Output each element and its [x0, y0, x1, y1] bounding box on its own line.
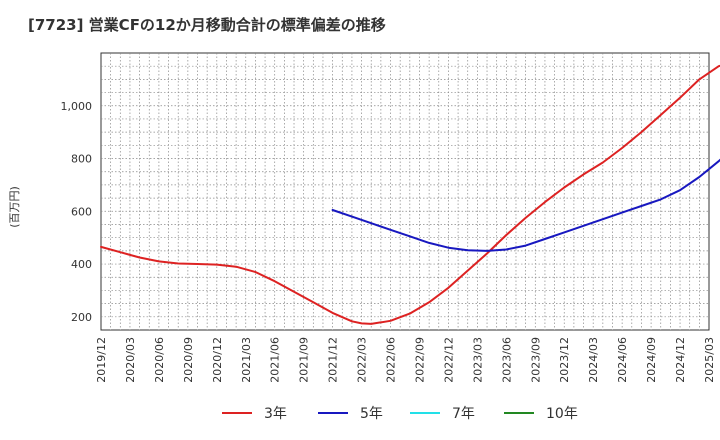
x-tick-label: 2024/09: [645, 337, 658, 383]
x-tick-label: 2019/12: [95, 337, 108, 383]
x-tick-label: 2025/03: [703, 337, 716, 383]
x-tick-label: 2022/03: [356, 337, 369, 383]
legend-label-4: 10年: [546, 406, 578, 422]
x-tick-label: 2023/09: [529, 337, 542, 383]
x-tick-label: 2021/06: [269, 337, 282, 383]
chart-title: [7723] 営業CFの12か月移動合計の標準偏差の推移: [28, 16, 386, 34]
x-tick-label: 2020/06: [153, 337, 166, 383]
x-tick-label: 2021/12: [327, 337, 340, 383]
tick-labels: 200 400 600 800 1,000 2019/12 2020/03 2020/06 20…: [61, 100, 717, 383]
series-lines: [100, 64, 720, 325]
x-tick-label: 2024/03: [587, 337, 600, 383]
x-tick-label: 2023/03: [471, 337, 484, 383]
legend: 3年 5年 7年 10年: [222, 406, 578, 422]
legend-label-1: 3年: [264, 406, 287, 422]
plot-area: [100, 52, 710, 331]
grid-lines: [101, 53, 709, 330]
y-tick-label: 1,000: [61, 100, 93, 113]
series-line-2: [331, 158, 720, 252]
x-tick-label: 2022/09: [413, 337, 426, 383]
y-tick-label: 600: [71, 205, 92, 218]
x-tick-label: 2024/12: [674, 337, 687, 383]
series-line-1: [100, 64, 720, 325]
legend-label-2: 5年: [360, 406, 383, 422]
y-tick-label: 400: [71, 258, 92, 271]
legend-label-3: 7年: [452, 406, 475, 422]
x-tick-label: 2021/03: [240, 337, 253, 383]
x-tick-label: 2020/09: [182, 337, 195, 383]
y-axis-label: (百万円): [8, 186, 21, 228]
y-tick-label: 200: [71, 311, 92, 324]
x-tick-label: 2024/06: [616, 337, 629, 383]
x-tick-label: 2022/12: [442, 337, 455, 383]
x-tick-label: 2023/06: [500, 337, 513, 383]
x-tick-label: 2022/06: [385, 337, 398, 383]
x-tick-label: 2020/12: [211, 337, 224, 383]
x-tick-label: 2023/12: [558, 337, 571, 383]
x-tick-label: 2021/09: [298, 337, 311, 383]
x-tick-label: 2020/03: [124, 337, 137, 383]
y-tick-label: 800: [71, 153, 92, 166]
